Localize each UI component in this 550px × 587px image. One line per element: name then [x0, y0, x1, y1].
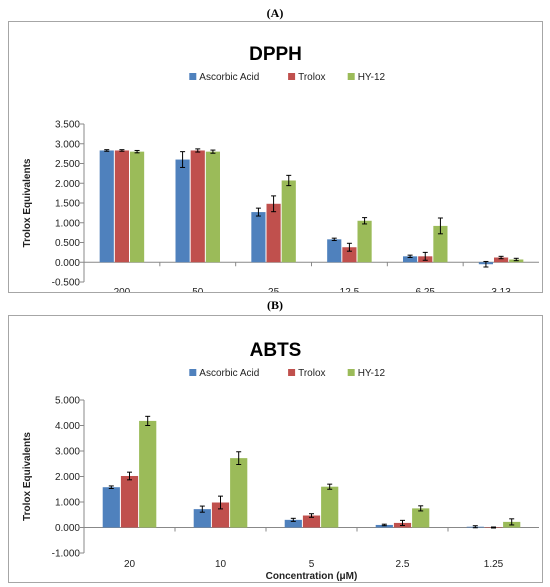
- legend-swatch-1: [189, 369, 197, 376]
- bar-hy-12: [130, 151, 145, 263]
- y-axis-title: Trolox Equivalents: [22, 432, 33, 521]
- chart-title: DPPH: [249, 44, 302, 65]
- x-axis-title: Concentration (μM): [266, 571, 358, 582]
- bar-hy-12: [230, 458, 248, 528]
- y-tick-label: 4.000: [55, 421, 80, 432]
- bar-ascorbic-acid: [99, 150, 114, 263]
- bar-trolox: [342, 247, 357, 263]
- bar-ascorbic-acid: [284, 519, 302, 528]
- panel-label-b: (B): [267, 298, 283, 312]
- panel-label-a: (A): [266, 6, 284, 20]
- y-tick-label: 1.000: [55, 498, 80, 509]
- y-tick-label: -0.500: [52, 278, 81, 289]
- dpph-bar-chart: DPPH Ascorbic Acid Trolox HY-12 -0.500 0.000 0…: [22, 44, 539, 292]
- y-tick-label: -1.000: [52, 549, 81, 560]
- bar-trolox: [114, 150, 129, 263]
- x-tick-label: 10: [215, 559, 227, 570]
- bar-trolox: [211, 502, 230, 528]
- y-tick-label: 3.500: [55, 120, 80, 131]
- chart-panel-abts: ABTS Ascorbic Acid Trolox HY-12 -1.000 0.000 1…: [8, 315, 543, 583]
- legend-label-3: HY-12: [358, 368, 386, 379]
- bar-ascorbic-acid: [327, 239, 342, 263]
- bar-ascorbic-acid: [175, 159, 190, 263]
- bar-trolox: [302, 515, 321, 528]
- bar-trolox: [190, 150, 205, 263]
- x-tick-label: 25: [268, 287, 280, 292]
- x-tick-label: 50: [192, 287, 204, 292]
- y-tick-label: 3.000: [55, 139, 80, 150]
- legend-label-1: Ascorbic Acid: [199, 72, 259, 83]
- bar-hy-12: [281, 180, 296, 263]
- bar-ascorbic-acid: [102, 487, 120, 528]
- legend-swatch-2: [288, 73, 296, 80]
- legend-swatch-3: [347, 369, 355, 376]
- chart-panel-dpph: DPPH Ascorbic Acid Trolox HY-12 -0.500 0.000 0…: [8, 21, 543, 293]
- x-tick-label: 1.25: [484, 559, 504, 570]
- bar-hy-12: [433, 225, 448, 263]
- legend-swatch-1: [189, 73, 197, 80]
- x-tick-label: 3.13: [491, 287, 511, 292]
- legend-label-2: Trolox: [298, 368, 325, 379]
- y-tick-label: 5.000: [55, 396, 80, 407]
- legend-swatch-2: [288, 369, 296, 376]
- bar-hy-12: [205, 151, 220, 263]
- x-tick-label: 200: [114, 287, 131, 292]
- x-tick-label: 2.5: [396, 559, 410, 570]
- bar-hy-12: [357, 220, 372, 263]
- x-tick-label: 20: [124, 559, 136, 570]
- x-tick-label: 5: [309, 559, 315, 570]
- legend-label-2: Trolox: [298, 72, 325, 83]
- chart-title: ABTS: [250, 340, 302, 361]
- y-tick-label: 2.500: [55, 159, 80, 170]
- y-tick-label: 0.000: [55, 258, 80, 269]
- y-tick-label: 1.500: [55, 199, 80, 210]
- legend-label-3: HY-12: [358, 72, 386, 83]
- x-tick-label: 12.5: [340, 287, 360, 292]
- bar-trolox: [120, 475, 139, 528]
- bar-trolox: [266, 203, 281, 263]
- bar-ascorbic-acid: [403, 256, 418, 263]
- legend-label-1: Ascorbic Acid: [199, 368, 259, 379]
- y-tick-label: 2.000: [55, 179, 80, 190]
- bar-ascorbic-acid: [251, 212, 266, 263]
- bar-hy-12: [412, 508, 430, 528]
- x-tick-label: 6.25: [416, 287, 436, 292]
- y-axis-title: Trolox Equivalents: [22, 158, 33, 247]
- y-tick-label: 2.000: [55, 472, 80, 483]
- bar-trolox: [494, 257, 509, 263]
- bar-hy-12: [139, 420, 157, 528]
- legend-swatch-3: [347, 73, 355, 80]
- y-tick-label: 0.500: [55, 238, 80, 249]
- bar-ascorbic-acid: [193, 509, 211, 528]
- abts-bar-chart: ABTS Ascorbic Acid Trolox HY-12 -1.000 0.000 1…: [22, 340, 539, 582]
- y-tick-label: 0.000: [55, 523, 80, 534]
- bar-ascorbic-acid: [375, 524, 393, 528]
- bar-hy-12: [321, 486, 339, 528]
- y-tick-label: 1.000: [55, 218, 80, 229]
- y-tick-label: 3.000: [55, 447, 80, 458]
